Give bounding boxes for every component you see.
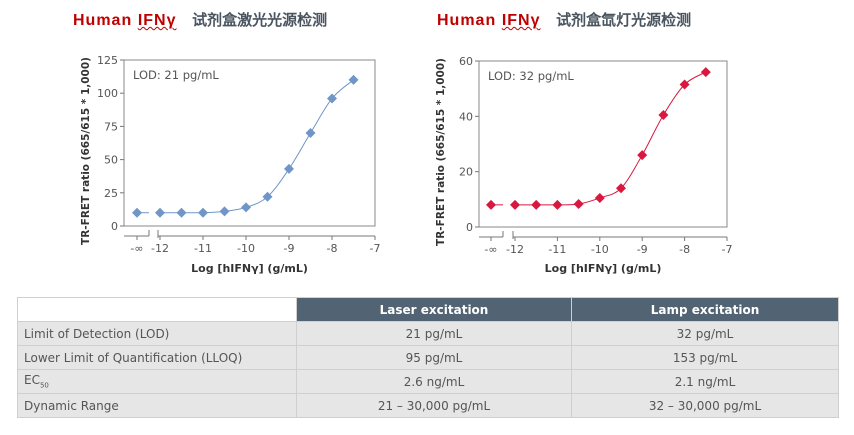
x-tick-label: -8: [327, 242, 338, 255]
plot-frame: [478, 60, 728, 228]
y-tick-label: 40: [459, 110, 473, 123]
x-tick-label: -12: [506, 243, 524, 256]
ec-subscript: 50: [39, 381, 49, 390]
row-label: Lower Limit of Quantification (LLOQ): [17, 345, 297, 370]
data-point-diamond: [327, 93, 337, 104]
fit-curve: [159, 79, 354, 214]
title-cn: 试剂盒激光光源检测: [192, 11, 328, 29]
table-row: Dynamic Range 21 – 30,000 pg/mL 32 – 30,…: [17, 393, 839, 418]
data-point-diamond: [198, 207, 208, 218]
header-lamp: Lamp excitation: [571, 297, 839, 322]
data-point-diamond: [679, 79, 690, 90]
x-tick-label: -9: [284, 242, 295, 255]
x-tick-label: -∞: [130, 242, 143, 255]
x-tick-label: -∞: [484, 243, 497, 256]
x-tick-label: -12: [151, 242, 169, 255]
data-point-diamond: [262, 191, 273, 202]
y-axis-label: TR-FRET ratio (665/615 * 1,000): [435, 58, 447, 246]
table-header-row: Laser excitation Lamp excitation: [17, 297, 839, 322]
table-row: Limit of Detection (LOD) 21 pg/mL 32 pg/…: [17, 321, 839, 346]
y-tick-label: 0: [111, 220, 118, 233]
comparison-table: Laser excitation Lamp excitation Limit o…: [17, 297, 839, 418]
ec-label: EC: [24, 373, 40, 388]
x-tick-label: -9: [637, 243, 648, 256]
y-tick-label: 50: [104, 154, 118, 167]
data-point-diamond: [241, 202, 251, 213]
title-cn: 试剂盒氙灯光源检测: [556, 11, 692, 29]
charts: 0 25 50 75 100 125 -∞ -12 -11 -10 -9 -8 -7 LOD: 21 pg…: [80, 54, 733, 275]
row-label: Limit of Detection (LOD): [17, 321, 297, 346]
x-tick-label: -11: [194, 242, 212, 255]
header-blank: [17, 297, 297, 322]
data-point-diamond: [658, 109, 669, 120]
data-point-diamond: [305, 128, 316, 139]
title-analyte: IFNγ: [137, 12, 177, 29]
lod-annotation: LOD: 32 pg/mL: [488, 69, 574, 83]
x-tick-label: -10: [591, 243, 609, 256]
y-tick-label: 0: [466, 221, 473, 234]
laser-value: 95 pg/mL: [296, 345, 572, 370]
data-point-diamond: [284, 163, 294, 174]
lamp-value: 153 pg/mL: [571, 345, 839, 370]
data-point-diamond: [348, 74, 359, 85]
lamp-value: 2.1 ng/mL: [571, 369, 839, 394]
data-point-diamond: [531, 199, 542, 210]
data-point-diamond: [155, 207, 165, 218]
table-row: Lower Limit of Quantification (LLOQ) 95 …: [17, 345, 839, 370]
y-tick-label: 125: [97, 54, 118, 67]
x-axis-label: Log [hIFNγ] (g/mL): [545, 262, 662, 275]
x-tick-label: -10: [237, 242, 255, 255]
lamp-value: 32 – 30,000 pg/mL: [571, 393, 839, 418]
title-analyte: IFNγ: [501, 12, 541, 29]
x-tick-label: -7: [370, 242, 381, 255]
chart-title-lamp: Human IFNγ 试剂盒氙灯光源检测: [437, 9, 691, 30]
x-tick-label: -8: [679, 243, 690, 256]
data-point-diamond: [616, 183, 626, 194]
laser-value: 21 – 30,000 pg/mL: [296, 393, 572, 418]
x-tick-label: -7: [722, 243, 733, 256]
y-tick-label: 100: [97, 87, 118, 100]
data-point-diamond: [510, 199, 520, 210]
data-point-diamond: [637, 150, 648, 161]
data-point-diamond: [552, 199, 563, 210]
title-prefix: Human: [437, 12, 497, 29]
lod-annotation: LOD: 21 pg/mL: [133, 68, 219, 82]
lamp-value: 32 pg/mL: [571, 321, 839, 346]
header-laser: Laser excitation: [296, 297, 572, 322]
y-tick-label: 75: [104, 120, 118, 133]
data-point-diamond: [132, 207, 142, 218]
y-tick-label: 20: [459, 166, 473, 179]
table-row: EC50 2.6 ng/mL 2.1 ng/mL: [17, 369, 839, 394]
title-prefix: Human: [73, 12, 133, 29]
x-axis-label: Log [hIFNγ] (g/mL): [191, 262, 308, 275]
fit-curve: [515, 71, 707, 206]
plot-frame: [123, 59, 376, 227]
data-point-diamond: [176, 207, 187, 218]
laser-value: 21 pg/mL: [296, 321, 572, 346]
data-point-diamond: [219, 206, 230, 217]
data-point-diamond: [594, 192, 605, 203]
y-tick-label: 25: [104, 187, 118, 200]
x-tick-label: -11: [548, 243, 566, 256]
laser-value: 2.6 ng/mL: [296, 369, 572, 394]
row-label: Dynamic Range: [17, 393, 297, 418]
data-point-diamond: [573, 199, 584, 210]
data-point-diamond: [700, 67, 711, 78]
y-axis-label: TR-FRET ratio (665/615 * 1,000): [80, 57, 92, 245]
y-tick-label: 60: [459, 55, 473, 68]
row-label: EC50: [17, 369, 297, 394]
data-point-diamond: [486, 199, 496, 210]
chart-title-laser: Human IFNγ 试剂盒激光光源检测: [73, 9, 327, 30]
